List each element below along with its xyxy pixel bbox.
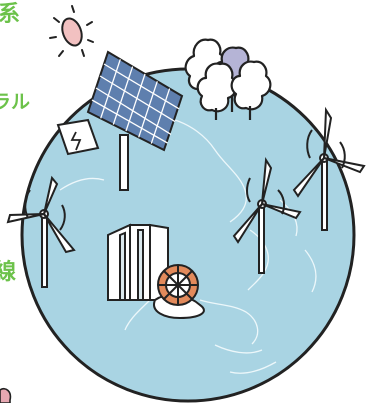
- wind-turbine-right-icon: [292, 106, 366, 231]
- globe: [20, 67, 356, 403]
- bottom-left-shape: [0, 387, 12, 403]
- forest-icon: [184, 38, 272, 120]
- wind-turbine-middle-icon: [232, 156, 302, 274]
- cropped-text-top: 系: [0, 2, 21, 27]
- hydro-dam-icon: [107, 223, 205, 320]
- sun-icon: [49, 5, 94, 57]
- wind-turbine-left-icon: [6, 175, 76, 288]
- cropped-text-middle: ラル: [0, 91, 31, 113]
- solar-panel-icon: [56, 50, 184, 191]
- cropped-text-bottom: 線: [0, 260, 17, 285]
